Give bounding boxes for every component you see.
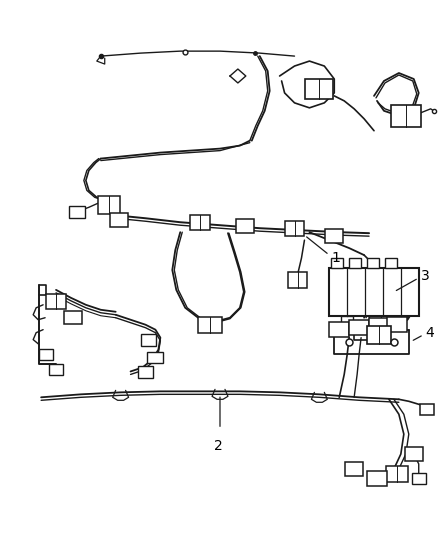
Bar [368,318,388,333]
Bar [235,219,253,233]
Bar [46,294,66,309]
Bar [137,367,153,378]
Bar [385,466,407,482]
Bar [386,317,406,332]
Bar [366,258,378,268]
Bar [331,258,343,268]
Bar [411,473,425,484]
Bar [190,215,209,230]
Bar [328,322,348,337]
Bar [140,334,156,345]
Text: 2: 2 [213,439,222,453]
Bar [366,326,390,344]
Bar [198,317,222,333]
Bar [147,352,163,364]
Bar [64,311,82,324]
Bar [287,272,307,288]
Bar [325,229,343,243]
Bar [69,206,85,218]
Bar [404,447,422,461]
Bar [39,349,53,360]
Text: 3: 3 [420,269,428,283]
Bar [348,258,360,268]
Bar [284,221,304,236]
Bar [384,258,396,268]
Bar [340,316,352,325]
Bar [390,105,420,127]
Bar [110,213,127,227]
Bar [348,320,368,335]
Bar [49,364,63,375]
Bar [98,196,120,214]
Text: 1: 1 [331,251,339,265]
Bar [328,268,418,316]
Bar [419,404,433,415]
Bar [305,79,332,99]
Bar [366,471,386,486]
Bar [344,462,362,476]
Text: 4: 4 [425,326,434,340]
Bar [368,316,380,325]
